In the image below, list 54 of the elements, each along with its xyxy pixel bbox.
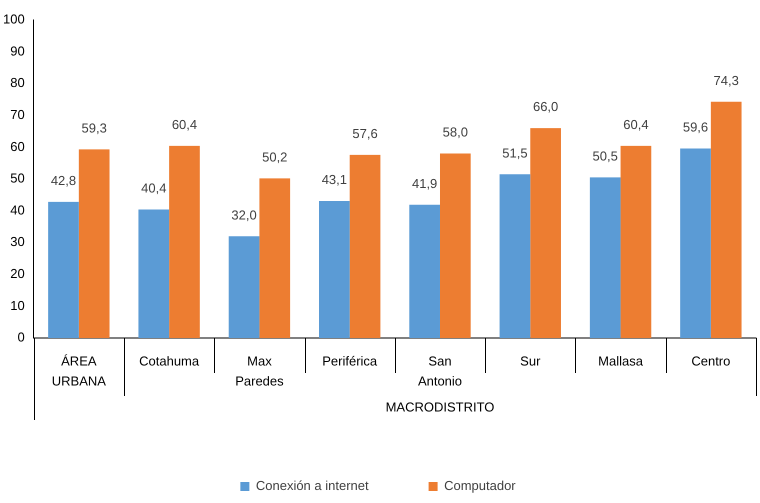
- x-tick-label: Max Paredes: [235, 354, 284, 389]
- bar: [500, 174, 530, 338]
- data-label: 50,2: [262, 149, 288, 164]
- bar: [48, 202, 79, 338]
- bar: [138, 210, 170, 338]
- data-label: 59,6: [682, 120, 708, 135]
- bar: [590, 177, 621, 338]
- bar: [169, 146, 200, 338]
- y-tick-label: 40: [10, 202, 25, 218]
- y-tick-label: 70: [10, 106, 25, 122]
- x-tick-label: Mallasa: [598, 354, 644, 369]
- data-label: 57,6: [352, 126, 378, 141]
- data-label: 60,4: [623, 117, 649, 132]
- x-tick-label: Cotahuma: [139, 354, 200, 369]
- bar: [350, 154, 380, 338]
- y-tick-label: 10: [10, 298, 25, 313]
- data-label: 60,4: [172, 117, 198, 132]
- bar: [228, 236, 260, 338]
- bar: [409, 204, 440, 338]
- data-label: 51,5: [502, 145, 528, 160]
- y-tick-label: 50: [10, 170, 25, 186]
- y-tick-label: 80: [10, 75, 25, 90]
- data-label: 40,4: [141, 180, 166, 196]
- x-tick-label: ÁREA URBANA: [52, 354, 106, 389]
- x-tick-label: Periférica: [322, 354, 378, 369]
- bar: [620, 146, 652, 338]
- data-label: 41,9: [412, 176, 438, 191]
- bar: [530, 128, 561, 338]
- data-label: 32,0: [231, 207, 257, 222]
- bar: [78, 149, 110, 338]
- data-label: 43,1: [322, 172, 348, 188]
- y-tick-label: 60: [10, 138, 25, 154]
- bar: [680, 148, 711, 338]
- bar: [319, 200, 350, 338]
- legend-label: Computador: [444, 478, 516, 494]
- data-label: 59,3: [82, 120, 107, 136]
- y-tick-label: 100: [2, 12, 25, 27]
- data-label: 42,8: [50, 172, 76, 188]
- legend-label: Conexión a internet: [256, 478, 369, 494]
- x-tick-label: Sur: [520, 354, 542, 369]
- data-label: 66,0: [532, 99, 558, 114]
- y-tick-label: 0: [17, 330, 25, 345]
- bar: [440, 154, 471, 338]
- bar: [259, 178, 290, 338]
- bar: [710, 102, 742, 338]
- y-tick-label: 30: [10, 234, 25, 250]
- data-label: 50,5: [592, 148, 618, 164]
- text: MACRODISTRITO: [386, 400, 494, 415]
- data-label: 74,3: [714, 72, 739, 88]
- y-tick-label: 90: [10, 43, 25, 58]
- x-tick-label: San Antonio: [418, 354, 462, 389]
- y-tick-label: 20: [10, 266, 25, 281]
- x-tick-label: Centro: [691, 354, 730, 369]
- data-label: 58,0: [442, 124, 468, 140]
